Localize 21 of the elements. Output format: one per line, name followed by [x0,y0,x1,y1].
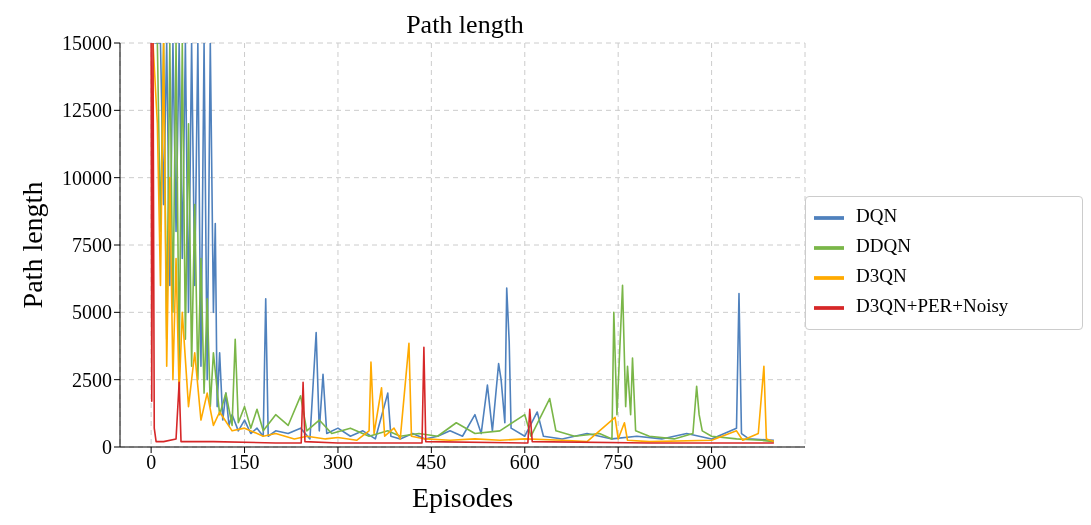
x-tick-label: 450 [416,451,447,474]
y-tick-label: 0 [102,436,112,459]
y-tick-label: 12500 [62,99,112,122]
y-tick-label: 15000 [62,32,112,55]
y-tick-label: 10000 [62,166,112,189]
y-axis-title: Path length [16,181,48,309]
y-tick-label: 2500 [72,368,112,391]
x-tick-label: 150 [229,451,260,474]
x-tick-label: 0 [146,451,157,474]
legend-label: D3QN [856,264,907,286]
x-tick-label: 750 [603,451,634,474]
x-tick-label: 900 [696,451,727,474]
x-axis-title: Episodes [411,482,514,513]
y-tick-label: 7500 [72,234,112,257]
x-tick-label: 600 [509,451,540,474]
legend-label: DDQN [856,234,911,256]
chart-title: Path length [405,10,525,40]
x-tick-label: 300 [322,451,353,474]
y-tick-label: 5000 [72,301,112,324]
legend-label: DQN [856,204,898,226]
legend-label: D3QN+PER+Noisy [856,294,1009,316]
